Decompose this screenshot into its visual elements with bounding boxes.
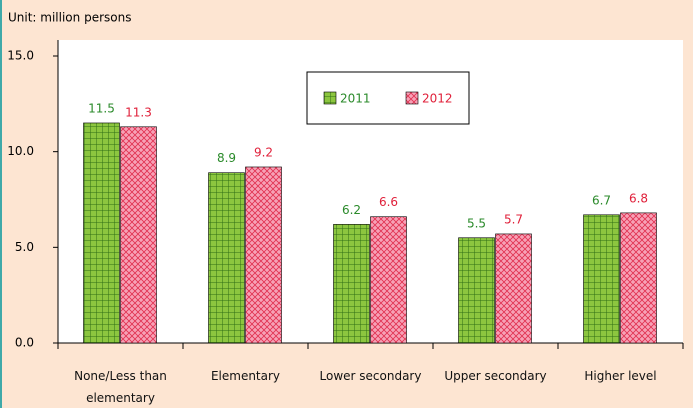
x-tick-label: None/Less than elementary: [74, 369, 167, 405]
legend-label: 2011: [340, 92, 371, 106]
bar: [370, 216, 407, 344]
value-label: 11.3: [125, 105, 152, 119]
bar: [333, 224, 370, 344]
bar: [495, 233, 532, 344]
value-label: 8.9: [217, 151, 236, 165]
bar: [583, 214, 620, 344]
bar: [120, 126, 157, 344]
y-tick-label: 15.0: [7, 49, 34, 63]
bar: [620, 212, 657, 344]
x-tick-label: Upper secondary: [444, 369, 547, 383]
legend-swatch: [405, 91, 419, 105]
x-tick-label: Lower secondary: [319, 369, 422, 383]
bar: [208, 172, 245, 344]
y-tick-label: 10.0: [7, 144, 34, 158]
legend-label: 2012: [422, 92, 453, 106]
y-tick-label: 0.0: [15, 336, 34, 350]
legend-swatch: [323, 91, 337, 105]
value-label: 9.2: [254, 145, 273, 159]
bar: [245, 166, 282, 344]
x-tick-label: Higher level: [584, 369, 657, 383]
bar: [458, 237, 495, 344]
subtitle: Unit: million persons: [8, 11, 131, 25]
y-tick-label: 5.0: [15, 240, 34, 254]
value-label: 5.5: [467, 216, 486, 230]
value-label: 11.5: [88, 101, 115, 115]
value-label: 6.8: [629, 191, 648, 205]
bar: [83, 122, 120, 344]
x-tick-label: Elementary: [210, 369, 281, 383]
value-label: 6.2: [342, 203, 361, 217]
value-label: 5.7: [504, 212, 523, 226]
value-label: 6.6: [379, 195, 398, 209]
value-label: 6.7: [592, 193, 611, 207]
